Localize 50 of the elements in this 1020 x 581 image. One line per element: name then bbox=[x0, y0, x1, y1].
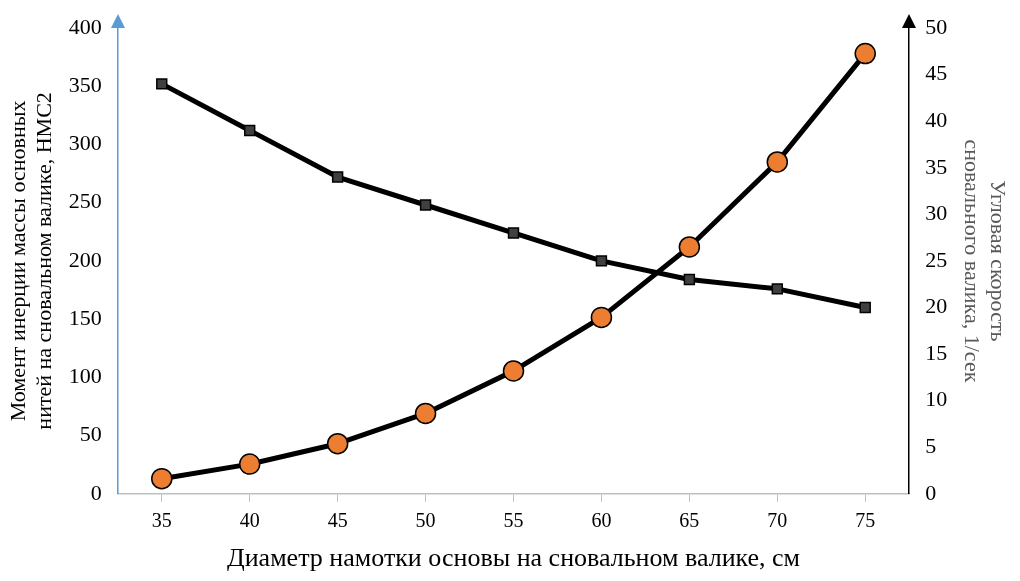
point bbox=[331, 171, 344, 183]
x-tick-label: 75 bbox=[855, 509, 876, 532]
point bbox=[771, 283, 783, 295]
point bbox=[156, 78, 168, 90]
point bbox=[238, 453, 261, 475]
y-tick-label: 300 bbox=[68, 130, 102, 156]
x-tick-label: 55 bbox=[503, 509, 524, 532]
y2-tick-label: 10 bbox=[925, 386, 948, 412]
point bbox=[326, 432, 349, 455]
x-tick-label: 40 bbox=[239, 509, 260, 532]
y-tick-label: 400 bbox=[68, 13, 102, 39]
point bbox=[244, 124, 256, 137]
y2-tick-label: 40 bbox=[925, 106, 948, 132]
y-tick-label: 50 bbox=[79, 421, 102, 447]
y2-tick-label: 30 bbox=[925, 200, 948, 226]
point bbox=[683, 273, 696, 286]
x-tick-label: 50 bbox=[415, 509, 436, 532]
point bbox=[859, 301, 871, 314]
point bbox=[419, 199, 432, 211]
y-tick-label: 100 bbox=[68, 363, 102, 389]
y2-tick-label: 0 bbox=[925, 479, 937, 505]
point bbox=[766, 151, 789, 173]
y2-tick-label: 35 bbox=[925, 153, 948, 179]
y-tick-label: 250 bbox=[68, 188, 102, 214]
point bbox=[590, 306, 613, 329]
y2-tick-label: 25 bbox=[925, 246, 948, 272]
y2-tick-label: 45 bbox=[925, 60, 948, 86]
x-tick-label: 70 bbox=[767, 509, 788, 532]
y2-tick-label: 50 bbox=[925, 13, 948, 39]
y-tick-label: 350 bbox=[68, 72, 102, 98]
y2-tick-label: 20 bbox=[925, 293, 948, 319]
y-tick-label: 0 bbox=[90, 479, 102, 505]
y2-axis-title: Угловая скорость сновального валика, 1/сек bbox=[959, 139, 1012, 383]
point bbox=[678, 236, 701, 258]
x-tick-label: 60 bbox=[591, 509, 612, 532]
x-tick-label: 35 bbox=[151, 509, 172, 532]
point bbox=[151, 467, 173, 490]
y-axis-title: Момент инерции массы основных нитей на сновальном валике, НМС2 bbox=[4, 92, 57, 430]
point bbox=[507, 227, 520, 239]
x-tick-label: 65 bbox=[679, 509, 700, 532]
y-tick-label: 200 bbox=[68, 246, 102, 272]
point bbox=[502, 360, 525, 382]
point bbox=[595, 255, 608, 267]
x-axis-title: Диаметр намотки основы на сновальном валике, см bbox=[226, 543, 801, 573]
x-tick-label: 45 bbox=[327, 509, 348, 532]
y-tick-label: 150 bbox=[68, 304, 102, 330]
y2-tick-label: 5 bbox=[925, 433, 937, 458]
point bbox=[414, 402, 437, 425]
y2-tick-label: 15 bbox=[925, 339, 948, 365]
point bbox=[854, 42, 876, 65]
